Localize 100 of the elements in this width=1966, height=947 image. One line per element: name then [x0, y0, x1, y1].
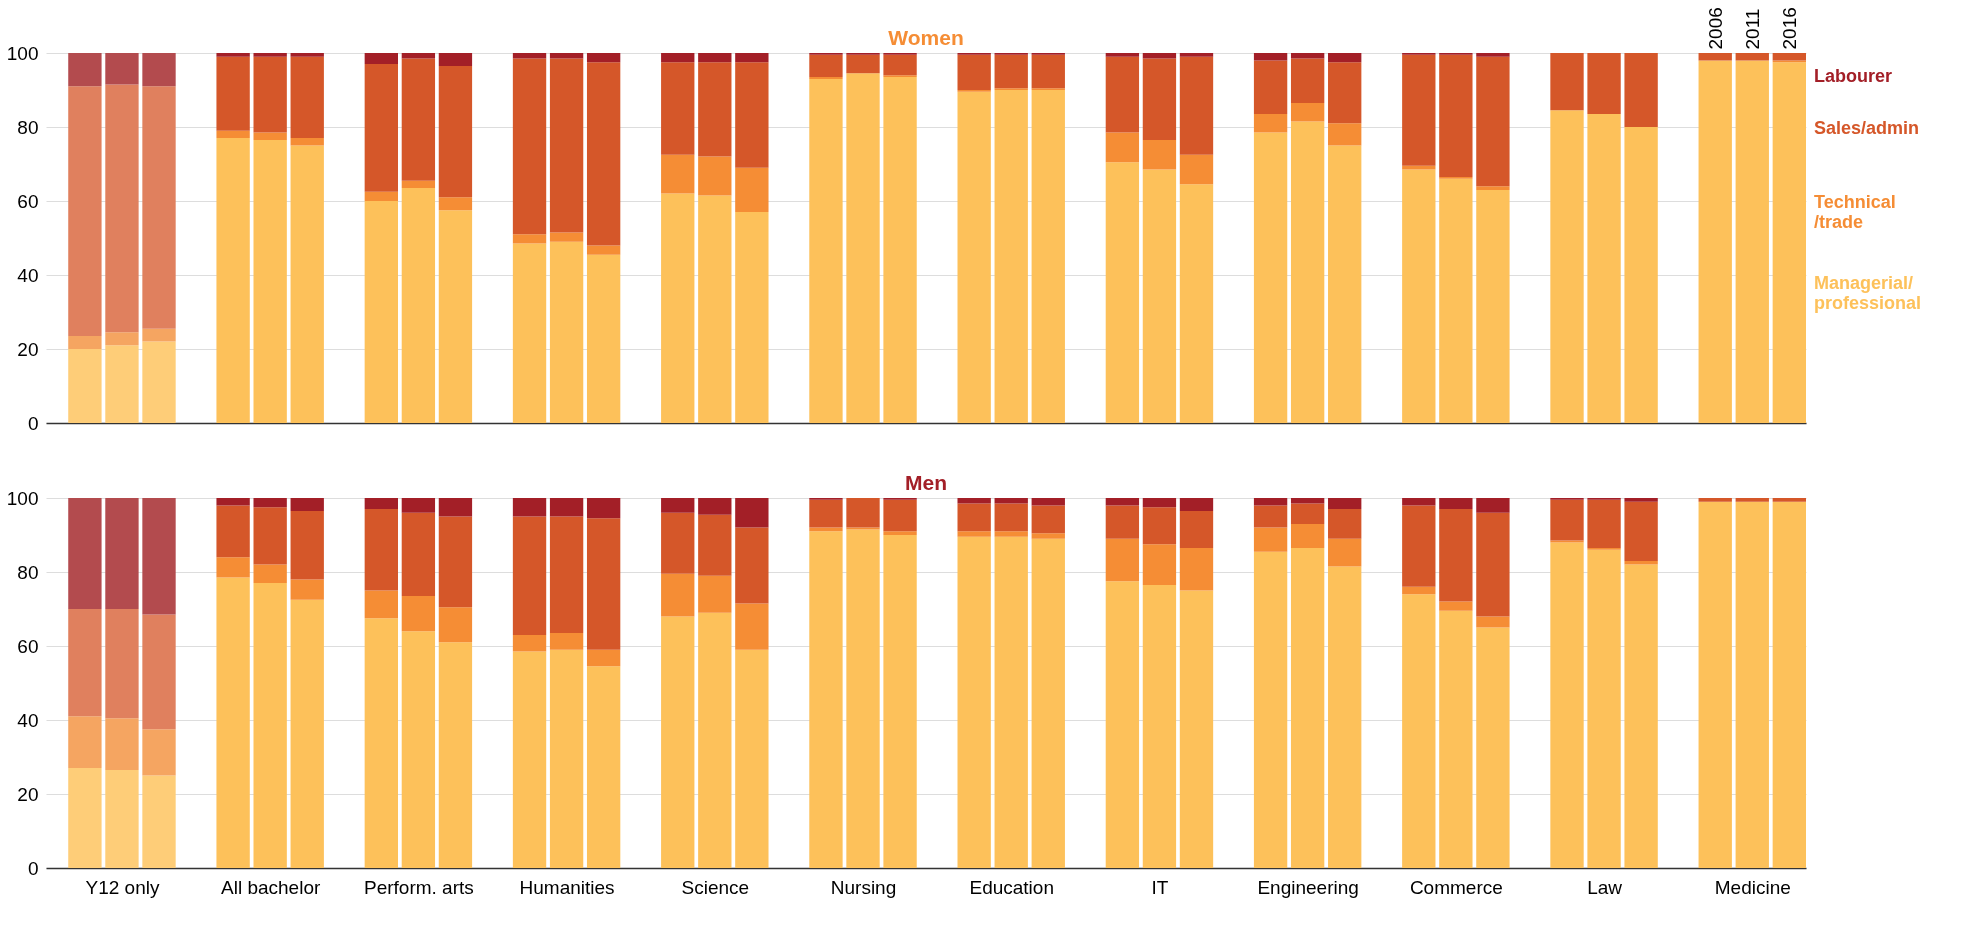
bar	[1105, 581, 1140, 868]
bar	[1142, 507, 1177, 545]
x-tick-label: 2016	[1778, 7, 1800, 50]
bar	[994, 498, 1028, 504]
bar	[438, 53, 473, 66]
bar	[957, 536, 991, 868]
bar	[438, 607, 473, 643]
bar	[698, 156, 732, 196]
bar	[438, 65, 473, 198]
chart-title: Women	[888, 26, 964, 49]
bar	[883, 535, 917, 868]
bar	[1290, 53, 1325, 59]
bar	[142, 341, 176, 423]
bar	[1142, 498, 1177, 508]
bar	[1402, 586, 1436, 595]
bar	[438, 516, 473, 608]
bar	[1587, 499, 1621, 548]
bar	[1179, 547, 1214, 591]
bar	[809, 78, 843, 423]
bar	[401, 596, 436, 632]
bar	[68, 53, 102, 87]
bar	[290, 138, 324, 146]
bar	[438, 210, 473, 423]
bar	[253, 498, 287, 508]
bar	[68, 498, 102, 609]
bar	[1772, 501, 1806, 868]
bar	[1476, 186, 1510, 190]
bar	[1142, 139, 1177, 170]
bar	[438, 642, 473, 868]
bar	[698, 612, 732, 868]
bar	[1031, 498, 1065, 506]
y-tick-label: 60	[17, 190, 39, 212]
bar	[512, 516, 547, 635]
bar	[290, 145, 324, 423]
bar	[1290, 547, 1325, 868]
y-tick-label: 100	[6, 42, 39, 64]
bar	[809, 54, 843, 78]
bar	[216, 130, 250, 139]
x-tick-label: Engineering	[1257, 876, 1359, 898]
bar	[105, 718, 139, 770]
bar	[698, 514, 732, 576]
bar	[1698, 501, 1732, 868]
bar	[698, 575, 732, 613]
bar	[661, 512, 695, 574]
bar	[364, 590, 398, 619]
bar	[549, 649, 584, 868]
bar	[1476, 616, 1510, 628]
bar	[586, 649, 621, 667]
bar	[142, 729, 176, 776]
bar	[809, 531, 843, 868]
bar	[1624, 564, 1658, 868]
bar	[364, 191, 398, 201]
bar	[1402, 505, 1436, 587]
bar	[1142, 169, 1177, 423]
bar	[1290, 121, 1325, 423]
text: Technical /trade	[1814, 191, 1896, 232]
bar	[216, 505, 250, 558]
bar	[1105, 56, 1140, 133]
bar	[1328, 62, 1362, 124]
bar	[142, 498, 176, 615]
bar	[735, 498, 769, 528]
bar	[586, 498, 621, 519]
bar	[846, 498, 880, 528]
bar	[253, 583, 287, 868]
bar	[401, 180, 436, 189]
bar	[1698, 53, 1732, 61]
bar	[1105, 498, 1140, 506]
bar	[698, 53, 732, 63]
bar	[364, 498, 398, 510]
bar	[1587, 549, 1621, 868]
bar	[698, 195, 732, 423]
bar	[68, 716, 102, 769]
bar	[735, 62, 769, 168]
x-tick-label: 2006	[1704, 7, 1726, 50]
bar	[364, 201, 398, 423]
bar	[661, 53, 695, 63]
series-label: Managerial/ professional	[1814, 273, 1922, 313]
bar	[809, 499, 843, 528]
bar	[1179, 53, 1214, 57]
x-tick-label: IT	[1151, 876, 1169, 898]
bar	[1735, 498, 1769, 502]
bar	[68, 86, 102, 337]
y-tick-label: 100	[6, 487, 39, 509]
bar	[142, 328, 176, 342]
bar	[1402, 54, 1436, 166]
bar	[994, 536, 1028, 868]
x-tick-label: Commerce	[1409, 876, 1503, 898]
bar	[1031, 90, 1065, 423]
bar	[661, 498, 695, 513]
bar	[1624, 53, 1658, 127]
bar	[735, 53, 769, 63]
bar	[1328, 538, 1362, 567]
bar	[105, 769, 139, 868]
bar	[698, 62, 732, 157]
bar	[549, 498, 584, 517]
x-tick-label: Law	[1587, 876, 1623, 898]
bar	[957, 91, 991, 423]
bar	[957, 531, 991, 537]
y-tick-label: 80	[17, 561, 39, 583]
bar	[1439, 509, 1473, 602]
